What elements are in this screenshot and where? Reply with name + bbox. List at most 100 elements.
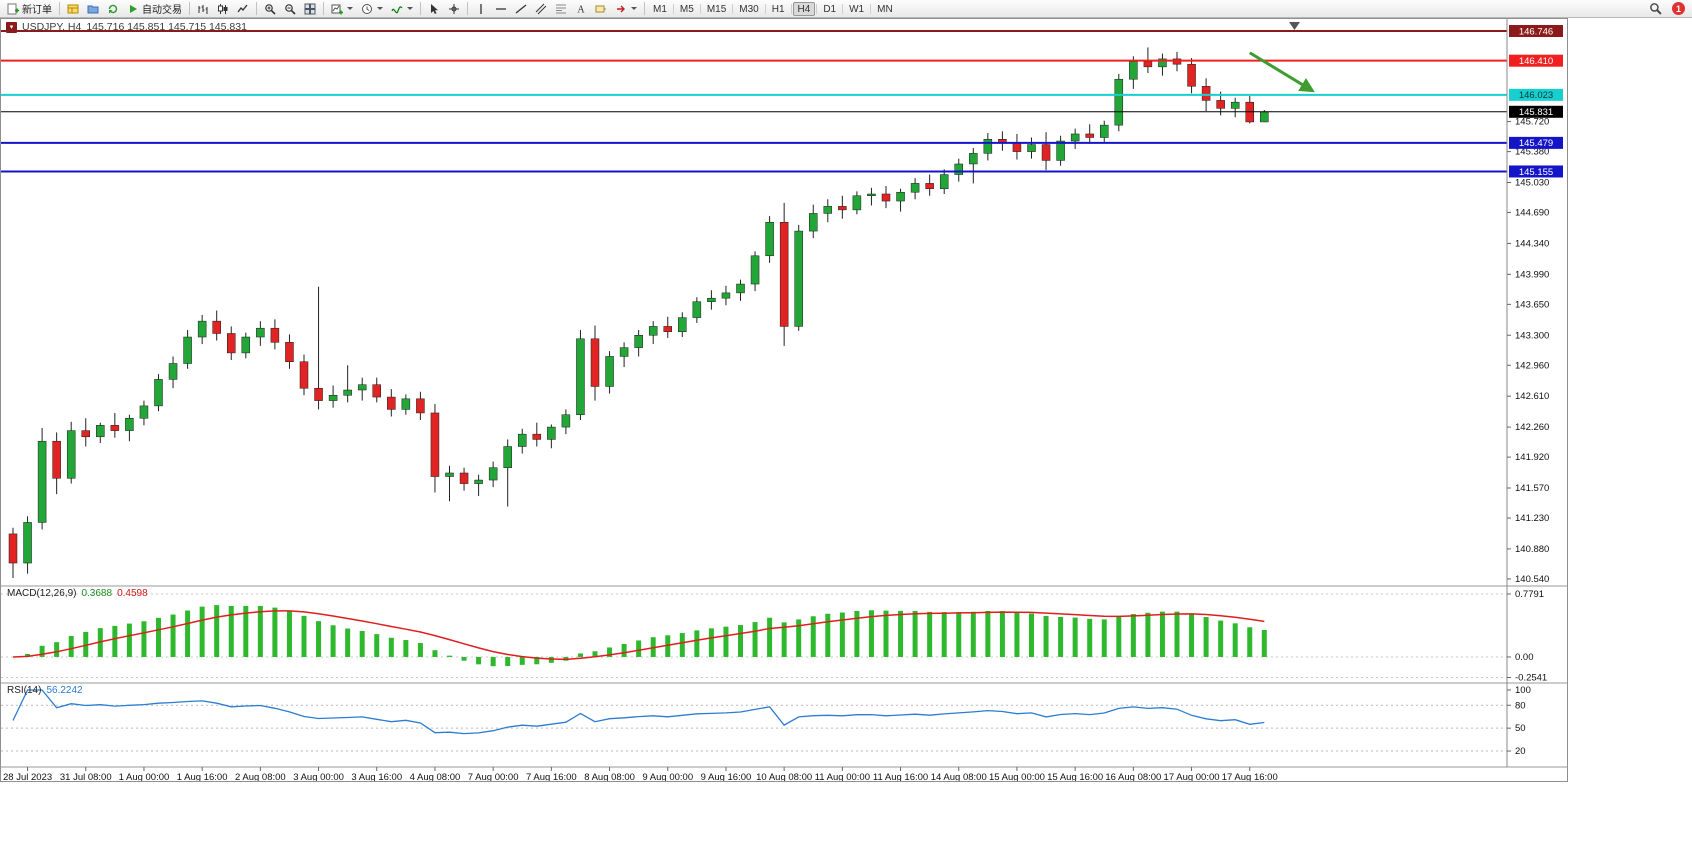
crosshair-icon bbox=[448, 3, 460, 15]
text-label-button[interactable] bbox=[591, 1, 611, 17]
timeframe-button-MN[interactable]: MN bbox=[877, 3, 893, 15]
price-axis-label: 142.260 bbox=[1515, 422, 1549, 433]
candle-body bbox=[896, 191, 905, 202]
label-icon bbox=[595, 3, 607, 15]
toolbar-separator bbox=[644, 2, 645, 15]
timeframe-button-M30[interactable]: M30 bbox=[739, 3, 759, 15]
candle-body bbox=[1260, 111, 1269, 123]
price-axis-label: 140.540 bbox=[1515, 574, 1549, 585]
candle-body bbox=[212, 320, 221, 334]
candle-body bbox=[488, 467, 498, 481]
macd-axis-label: -0.2541 bbox=[1515, 673, 1547, 684]
candle-body bbox=[357, 384, 367, 391]
timeframe-button-D1[interactable]: D1 bbox=[823, 3, 837, 15]
price-axis-label: 144.340 bbox=[1515, 238, 1549, 249]
fibonacci-button[interactable] bbox=[551, 1, 571, 17]
time-axis-label: 15 Aug 16:00 bbox=[1047, 772, 1103, 781]
candle-body bbox=[969, 153, 978, 165]
cursor-button[interactable] bbox=[424, 1, 444, 17]
timeframe-button-M15[interactable]: M15 bbox=[706, 3, 727, 15]
price-label-box-text: 146.410 bbox=[1519, 56, 1553, 67]
trendline-icon bbox=[515, 3, 527, 15]
candle-body bbox=[663, 326, 672, 332]
chart-dropdown-icon[interactable]: ▾ bbox=[6, 21, 17, 33]
profiles-icon bbox=[87, 3, 99, 15]
candle-body bbox=[66, 430, 76, 479]
timeframe-button-H1[interactable]: H1 bbox=[771, 3, 785, 15]
crosshair-button[interactable] bbox=[444, 1, 464, 17]
toolbar-separator bbox=[732, 3, 734, 14]
macd-axis-label: 0.00 bbox=[1515, 652, 1534, 663]
price-axis-label: 141.920 bbox=[1515, 452, 1549, 463]
time-axis-label: 1 Aug 16:00 bbox=[177, 772, 228, 781]
autotrading-button[interactable]: 自动交易 bbox=[123, 1, 186, 17]
price-label-box bbox=[1509, 88, 1563, 101]
channel-button[interactable] bbox=[531, 1, 551, 17]
bar-chart-icon bbox=[197, 3, 209, 15]
new-order-button[interactable]: 新订单 bbox=[3, 1, 56, 17]
chart-canvas[interactable]: 145.720 145.380 145.030 144.690 144.340 143.9… bbox=[1, 19, 1567, 781]
search-icon bbox=[1649, 2, 1662, 15]
trendline-button[interactable] bbox=[511, 1, 531, 17]
toolbar-items: 新订单 自动交易 A bbox=[3, 1, 648, 17]
bar-chart-button[interactable] bbox=[193, 1, 213, 17]
price-axis-label: 143.990 bbox=[1515, 269, 1549, 280]
svg-text:A: A bbox=[577, 4, 585, 15]
toolbar-separator bbox=[842, 3, 844, 14]
candle-body bbox=[867, 193, 876, 197]
candle-body bbox=[1230, 101, 1240, 109]
time-axis-label: 17 Aug 16:00 bbox=[1222, 772, 1278, 781]
time-axis-label: 10 Aug 08:00 bbox=[756, 772, 812, 781]
zoom-out-button[interactable] bbox=[280, 1, 300, 17]
candle-body bbox=[474, 479, 483, 484]
candle-body bbox=[125, 417, 134, 431]
timeframe-button-H4[interactable]: H4 bbox=[792, 1, 816, 16]
candle-body bbox=[168, 363, 178, 380]
time-axis[interactable]: 28 Jul 2023 31 Jul 08:00 1 Aug 00:00 1 Aug … bbox=[3, 767, 1278, 781]
timeframe-button-M5[interactable]: M5 bbox=[679, 3, 694, 15]
candle-body bbox=[110, 425, 120, 431]
candle-body bbox=[939, 174, 949, 189]
candle-body bbox=[503, 446, 512, 468]
search-button[interactable] bbox=[1645, 1, 1666, 17]
candle-body bbox=[81, 430, 90, 438]
indicators-icon bbox=[391, 3, 403, 15]
charts-grid-button[interactable] bbox=[63, 1, 83, 17]
new-chart-icon bbox=[331, 3, 343, 15]
candle-body bbox=[1085, 133, 1094, 138]
text-button[interactable]: A bbox=[571, 1, 591, 17]
trend-arrow-annotation[interactable] bbox=[1248, 51, 1315, 93]
candle-body bbox=[1187, 63, 1196, 87]
candle-body bbox=[314, 387, 323, 401]
arrows-button[interactable] bbox=[611, 1, 641, 17]
period-selector-button[interactable] bbox=[357, 1, 387, 17]
candle-body bbox=[139, 405, 149, 419]
toolbar-separator bbox=[59, 2, 60, 15]
profiles-button[interactable] bbox=[83, 1, 103, 17]
toolbar-separator bbox=[699, 3, 701, 14]
cursor-icon bbox=[428, 3, 440, 15]
vertical-line-button[interactable] bbox=[471, 1, 491, 17]
tile-windows-button[interactable] bbox=[300, 1, 320, 17]
timeframe-button-W1[interactable]: W1 bbox=[849, 3, 865, 15]
indicator-level-lines bbox=[1, 593, 1507, 752]
macd-label: MACD(12,26,9) 0.3688 0.4598 bbox=[7, 588, 153, 599]
candlestick-chart-button[interactable] bbox=[213, 1, 233, 17]
time-axis-label: 15 Aug 00:00 bbox=[989, 772, 1045, 781]
candle-body bbox=[343, 389, 352, 396]
candle-body bbox=[299, 361, 309, 389]
indicators-button[interactable] bbox=[387, 1, 417, 17]
timeframe-button-M1[interactable]: M1 bbox=[653, 3, 667, 15]
line-chart-button[interactable] bbox=[233, 1, 253, 17]
notification-badge[interactable]: 1 bbox=[1672, 2, 1685, 15]
chart-title: ▾ USDJPY, H4 145.716 145.851 145.715 145… bbox=[6, 21, 247, 33]
refresh-button[interactable] bbox=[103, 1, 123, 17]
time-axis-label: 4 Aug 08:00 bbox=[410, 772, 461, 781]
clock-icon bbox=[361, 3, 373, 15]
price-axis[interactable]: 145.720 145.380 145.030 144.690 144.340 143.9… bbox=[1507, 25, 1563, 757]
dropdown-arrow-icon bbox=[377, 7, 383, 10]
zoom-in-button[interactable] bbox=[260, 1, 280, 17]
new-chart-button[interactable] bbox=[327, 1, 357, 17]
rsi-label: RSI(14) 56.2242 bbox=[7, 685, 88, 696]
horizontal-line-button[interactable] bbox=[491, 1, 511, 17]
